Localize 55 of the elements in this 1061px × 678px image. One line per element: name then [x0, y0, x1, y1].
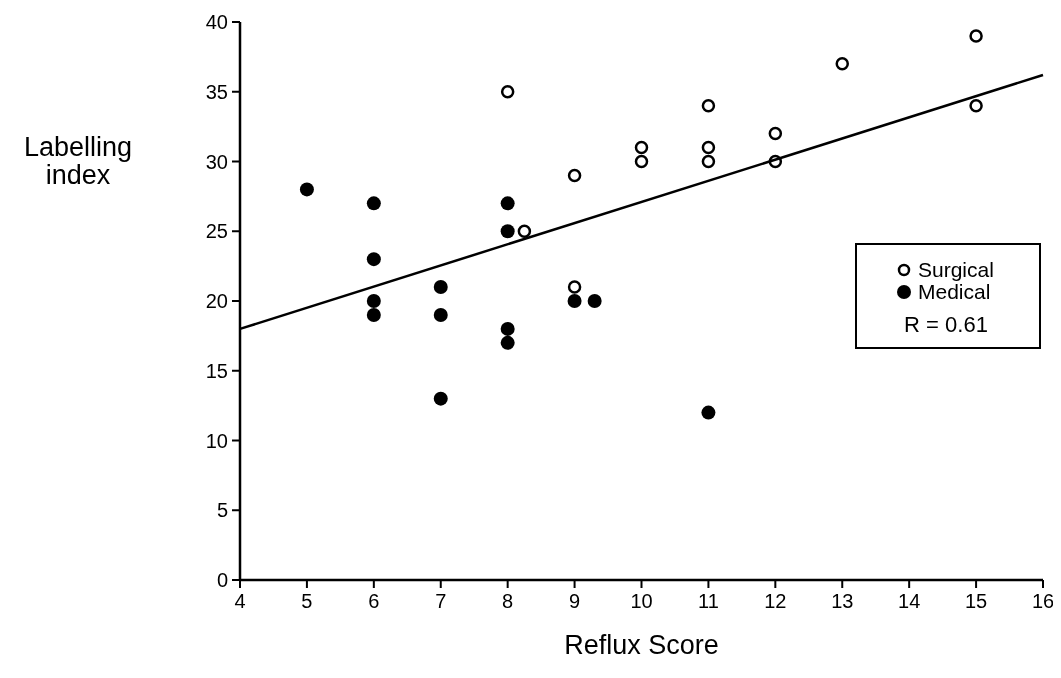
y-tick-label: 5 — [216, 499, 228, 522]
point — [634, 140, 649, 155]
x-tick-label: 8 — [502, 590, 514, 612]
point — [587, 294, 602, 308]
point — [969, 98, 983, 113]
point — [500, 335, 515, 350]
y-tick-label: 0 — [216, 569, 228, 591]
point — [567, 294, 582, 308]
point — [500, 85, 515, 99]
point — [366, 307, 381, 322]
point — [366, 294, 381, 308]
y-tick-label: 40 — [205, 11, 228, 33]
y-tick-label: 25 — [205, 220, 228, 243]
point — [517, 224, 532, 238]
point — [969, 29, 983, 43]
point — [433, 280, 448, 295]
y-tick-label: 35 — [205, 80, 228, 103]
x-tick-label: 11 — [698, 590, 719, 612]
x-tick-label: 5 — [301, 590, 313, 612]
point — [366, 196, 381, 211]
y-tick-label: 20 — [205, 290, 228, 312]
point — [500, 321, 515, 336]
point — [835, 57, 849, 71]
x-tick-label: 16 — [1031, 590, 1055, 612]
x-tick-label: 10 — [630, 590, 653, 612]
x-tick-label: 12 — [764, 590, 787, 612]
point — [567, 280, 582, 294]
point — [433, 307, 448, 322]
x-tick-label: 4 — [234, 590, 246, 612]
y-tick-label: 15 — [205, 359, 228, 382]
legend-label: Medical — [918, 280, 991, 303]
y-tick-label: 30 — [205, 150, 228, 173]
point — [634, 154, 649, 169]
point — [433, 391, 448, 406]
point — [500, 196, 515, 211]
x-axis-title: Reflux Score — [564, 630, 719, 660]
point — [701, 405, 716, 420]
y-axis-title: Labelling index — [23, 132, 133, 190]
x-tick-label: 15 — [964, 590, 988, 612]
x-tick-label: 9 — [569, 590, 581, 612]
x-tick-label: 14 — [898, 590, 921, 612]
point — [567, 168, 582, 183]
point — [701, 140, 716, 155]
point — [366, 252, 381, 267]
point — [701, 154, 716, 169]
x-tick-label: 6 — [368, 590, 380, 612]
point — [299, 182, 314, 197]
annotation: R = 0.61 — [904, 312, 988, 337]
x-tick-label: 7 — [435, 590, 447, 612]
point — [701, 98, 716, 113]
point — [500, 224, 515, 239]
y-tick-label: 10 — [205, 429, 228, 452]
x-tick-label: 13 — [831, 590, 854, 612]
point — [768, 126, 783, 141]
legend-label: Surgical — [918, 258, 994, 281]
